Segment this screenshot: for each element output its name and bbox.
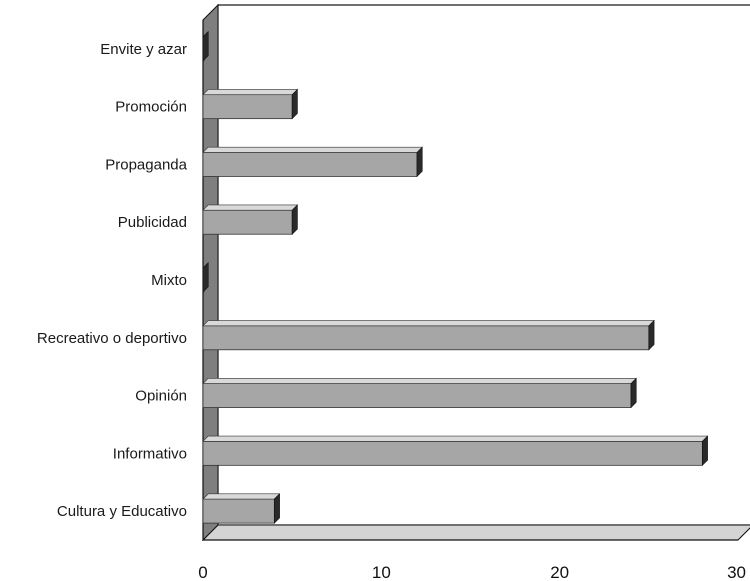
bar-end-face — [291, 88, 298, 120]
bar-top-face — [202, 493, 281, 500]
bar-top-face — [202, 320, 655, 327]
bars — [202, 30, 709, 524]
bar — [202, 262, 209, 293]
category-label: Envite y azar — [100, 41, 187, 58]
chart-floor — [201, 524, 750, 541]
bar-top-face — [202, 378, 637, 384]
bar — [202, 146, 423, 178]
bar-end-face — [202, 262, 209, 293]
bar-front-face — [202, 152, 418, 177]
bar — [202, 377, 637, 409]
bar-top-face — [202, 146, 423, 153]
category-label: Informativo — [113, 445, 187, 462]
bar — [202, 435, 709, 467]
category-label: Opinión — [135, 388, 187, 405]
category-label: Promoción — [115, 99, 187, 116]
bar-end-face — [416, 146, 423, 178]
x-tick-labels: 0 10 20 30 — [198, 563, 746, 581]
bar-front-face — [202, 383, 632, 408]
bar-top-face — [202, 89, 299, 95]
bar-front-face — [202, 325, 650, 351]
bar — [202, 30, 209, 62]
bar-front-face — [202, 94, 293, 120]
bar-end-face — [630, 377, 637, 409]
category-label: Mixto — [151, 272, 187, 289]
bar — [202, 88, 299, 120]
x-tick-label: 20 — [550, 563, 569, 581]
category-labels: Cultura y Educativo Informativo Opinión Rec… — [37, 41, 188, 520]
bar — [202, 204, 299, 235]
bar-end-face — [202, 30, 209, 62]
bar-end-face — [648, 319, 655, 351]
bar-top-face — [202, 204, 299, 211]
category-label: Cultura y Educativo — [57, 503, 187, 520]
bar-front-face — [202, 209, 293, 235]
bar-top-face — [202, 435, 709, 442]
bar-end-face — [291, 204, 298, 235]
category-label: Recreativo o deportivo — [37, 330, 187, 347]
bar — [202, 493, 281, 524]
x-tick-label: 0 — [198, 563, 207, 581]
bar-front-face — [202, 440, 703, 466]
bar-front-face — [202, 498, 275, 524]
category-label: Publicidad — [118, 214, 187, 231]
bar-end-face — [702, 435, 708, 467]
bar-end-face — [274, 493, 280, 524]
category-label: Propaganda — [105, 156, 187, 173]
x-tick-label: 30 — [727, 563, 746, 581]
bar — [202, 319, 655, 351]
x-tick-label: 10 — [372, 563, 391, 581]
